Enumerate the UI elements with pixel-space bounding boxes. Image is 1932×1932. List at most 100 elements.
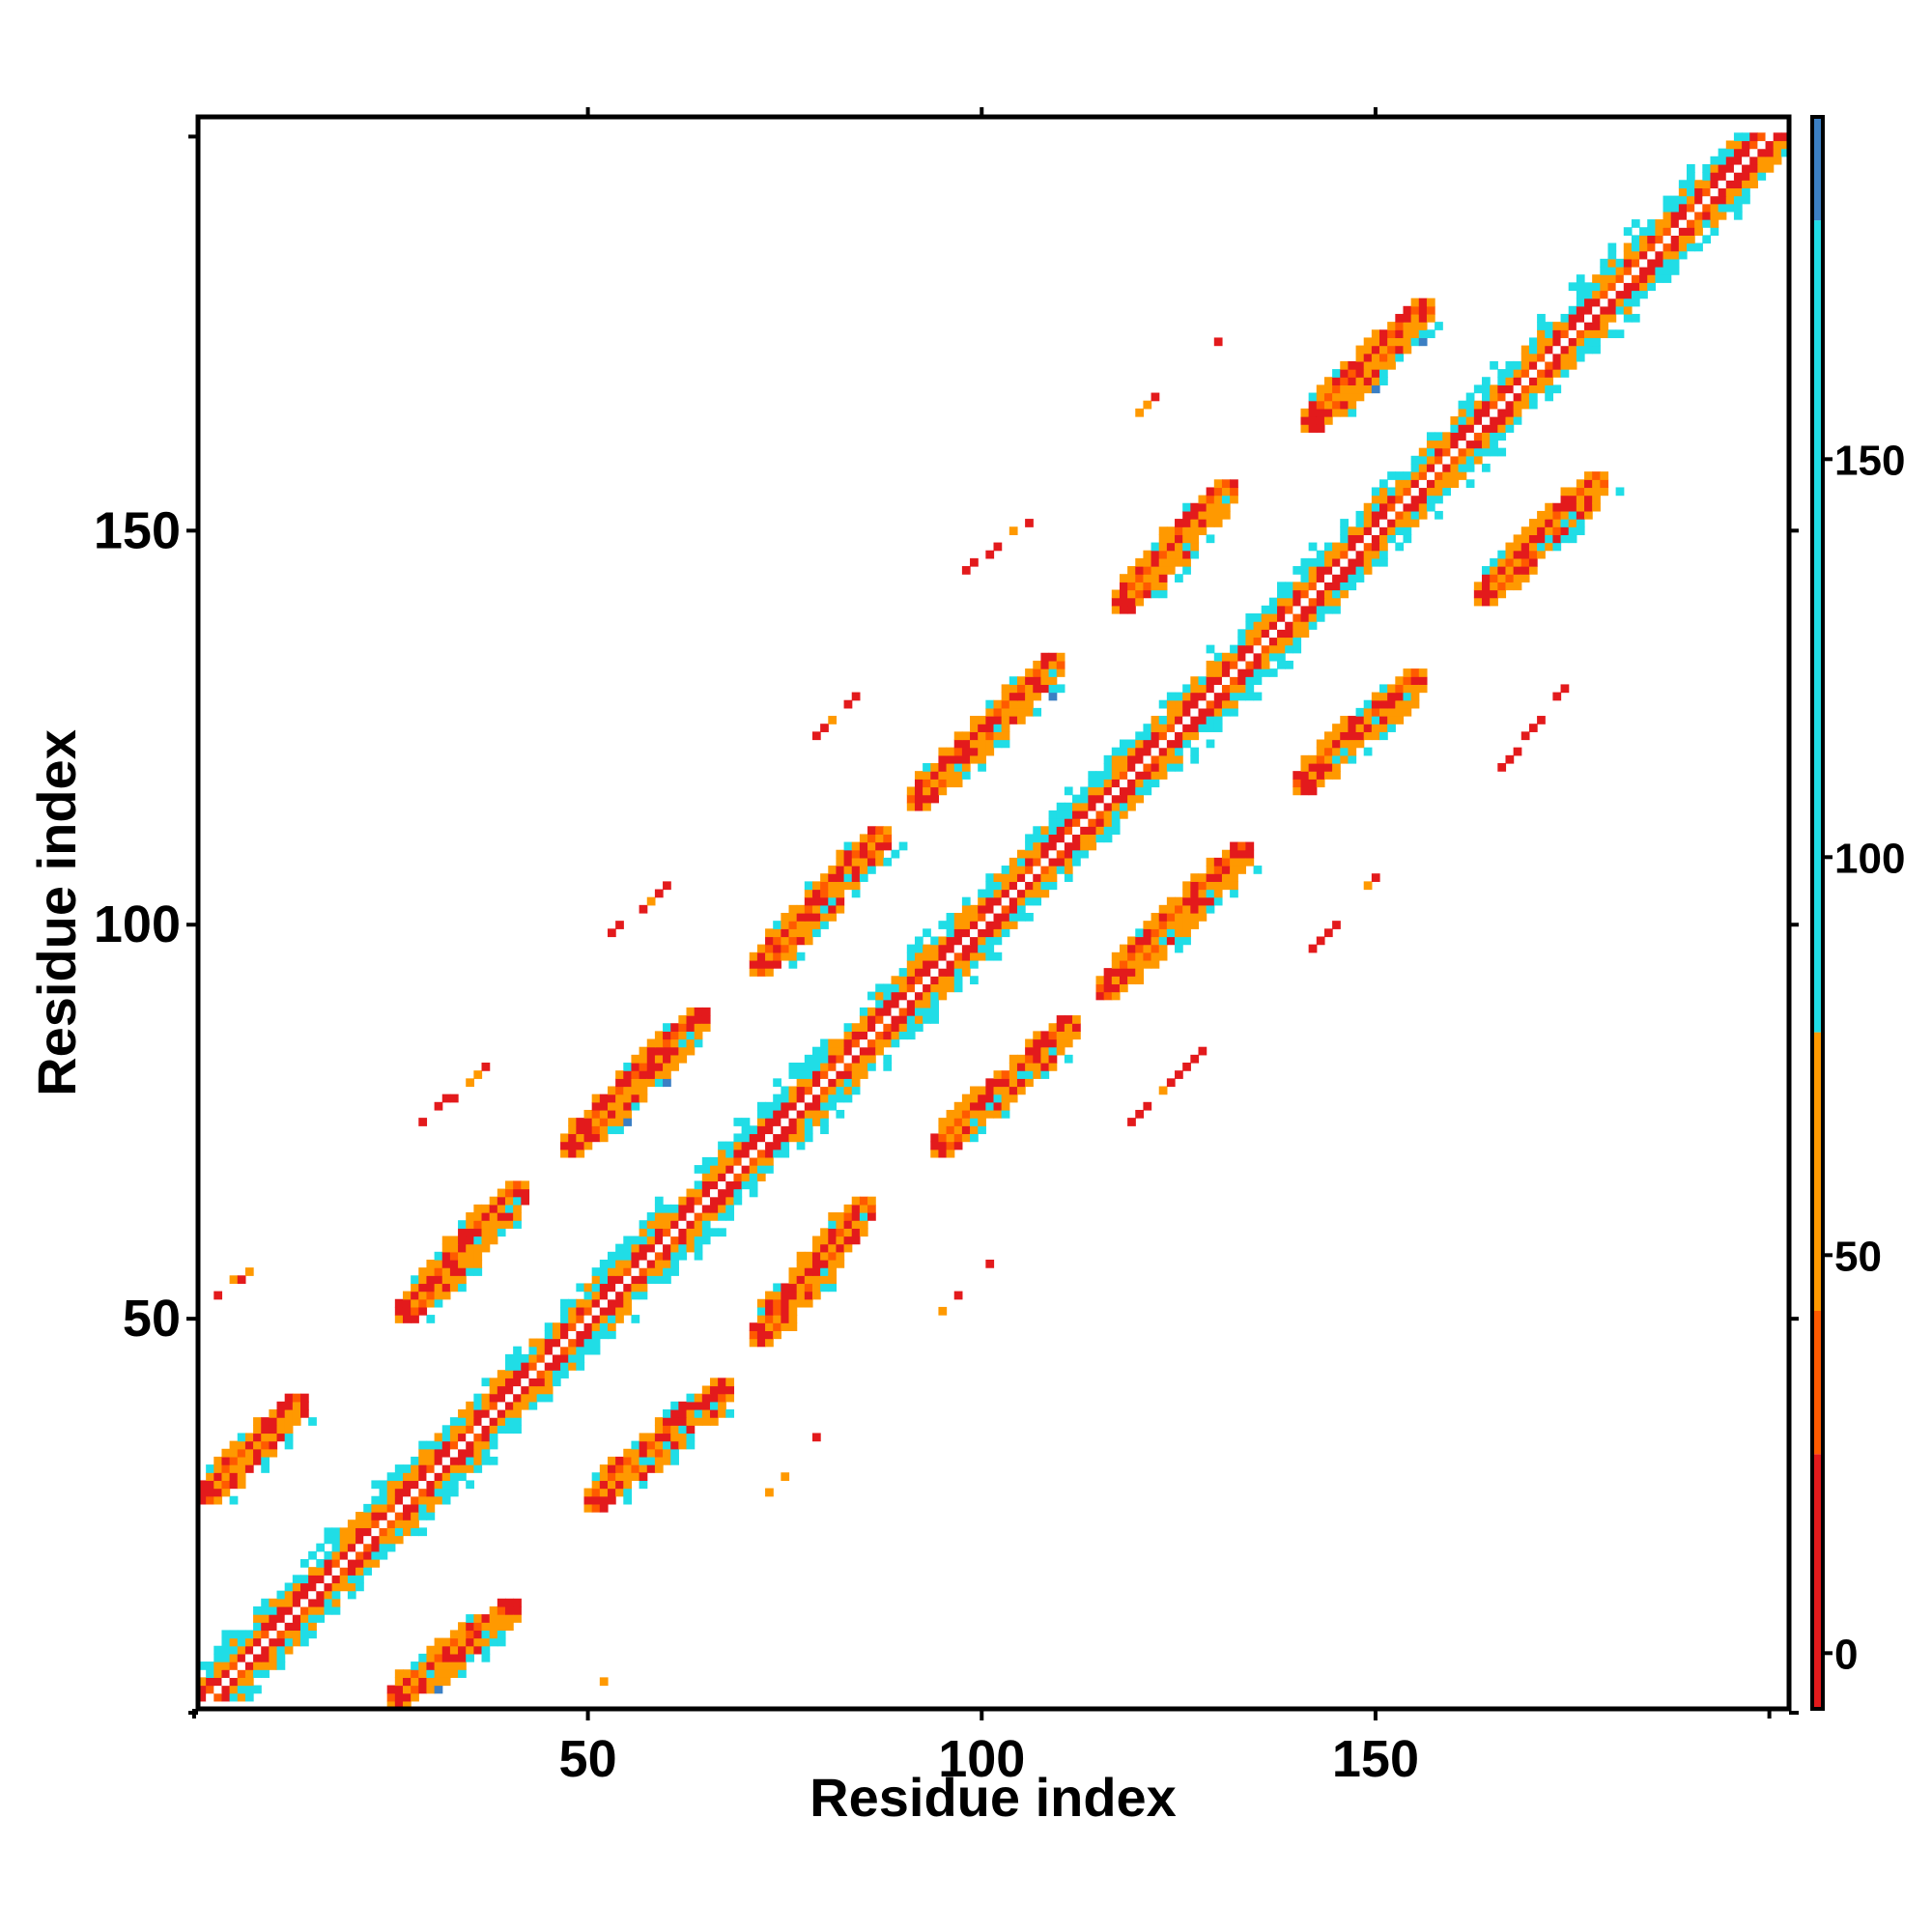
heatmap-cell [1749,156,1758,165]
heatmap-cell [1111,959,1121,969]
heatmap-cell [1285,660,1293,669]
heatmap-cell [1537,322,1546,330]
heatmap-cell [788,1070,798,1079]
heatmap-cell [269,1645,278,1655]
heatmap-cell [1710,163,1719,173]
heatmap-cell [953,983,963,993]
heatmap-cell [938,1306,948,1316]
heatmap-cell [639,1046,648,1056]
heatmap-cell [206,1662,214,1670]
heatmap-cell [300,1598,309,1607]
heatmap-cell [276,1425,286,1435]
heatmap-cell [1001,1109,1010,1119]
heatmap-cell [663,1038,671,1048]
heatmap-cell [970,724,979,732]
heatmap-cell [1757,163,1767,173]
heatmap-cell [481,1204,491,1213]
heatmap-cell [1403,345,1412,355]
heatmap-cell [599,1283,609,1293]
heatmap-cell [347,1535,356,1545]
heatmap-cell [1072,849,1081,859]
heatmap-cell [938,771,948,780]
heatmap-cell [1592,337,1601,347]
heatmap-cell [1355,526,1365,535]
heatmap-cell [1482,597,1491,607]
heatmap-cell [686,1433,696,1442]
heatmap-cell [363,1503,372,1513]
heatmap-cell [1230,652,1238,662]
heatmap-cell [686,1425,696,1435]
heatmap-cell [1426,495,1435,504]
heatmap-cell [859,1204,868,1213]
heatmap-cell [1725,156,1735,165]
heatmap-cell [1465,408,1475,417]
heatmap-cell [1678,195,1688,205]
heatmap-cell [1513,542,1522,552]
heatmap-cell [426,1662,436,1670]
heatmap-cell [1410,519,1420,527]
heatmap-cell [733,1141,743,1151]
heatmap-cell [765,1306,774,1316]
heatmap-cell [631,1275,640,1285]
heatmap-cell [1143,574,1152,582]
heatmap-cell [1127,936,1136,946]
heatmap-cell [820,1251,829,1261]
heatmap-cell [1143,944,1152,953]
heatmap-cell [1182,519,1191,527]
heatmap-cell [1773,148,1782,157]
heatmap-cell [1537,313,1546,323]
heatmap-cell [1765,163,1775,173]
heatmap-cell [1198,904,1208,914]
heatmap-cell [701,1408,711,1418]
heatmap-cell [434,1298,443,1308]
heatmap-cell [678,1401,688,1410]
heatmap-cell [639,1251,648,1261]
heatmap-cell [1300,574,1310,582]
heatmap-cell [1371,526,1380,535]
heatmap-cell [1545,384,1553,394]
heatmap-cell [394,1298,404,1308]
heatmap-cell [1268,605,1278,614]
heatmap-cell [1323,400,1333,410]
heatmap-cell [796,936,806,946]
heatmap-cell [1355,360,1365,370]
heatmap-cell [213,1645,223,1655]
heatmap-cell [489,1417,498,1426]
heatmap-cell [773,1101,781,1111]
heatmap-cell [411,1472,419,1482]
heatmap-cell [1395,495,1405,504]
heatmap-cell [1064,1015,1073,1024]
heatmap-cell [1088,834,1097,843]
heatmap-cell [1418,313,1428,323]
heatmap-cell [796,1078,806,1088]
heatmap-cell [1355,574,1365,582]
heatmap-cell [411,1315,419,1323]
heatmap-cell [1435,463,1443,472]
heatmap-cell [1143,1101,1152,1111]
heatmap-cell [1576,337,1585,347]
heatmap-cell [458,1456,467,1465]
heatmap-cell [1623,250,1633,260]
heatmap-cell [473,1243,483,1253]
heatmap-cell [804,1259,813,1268]
heatmap-cell [906,944,916,953]
heatmap-cell [1410,692,1420,701]
heatmap-cell [1348,582,1357,591]
heatmap-cell [229,1275,239,1285]
heatmap-cell [930,952,940,961]
heatmap-cell [1662,211,1672,220]
heatmap-cell [276,1614,286,1623]
heatmap-cell [1064,826,1073,836]
heatmap-cell [1513,534,1522,544]
heatmap-cell [694,1228,703,1237]
heatmap-cell [1001,904,1010,914]
heatmap-cell [859,857,868,867]
heatmap-cell [466,1425,474,1435]
heatmap-cell [1198,913,1208,922]
heatmap-cell [725,1378,735,1387]
heatmap-cell [1418,676,1428,686]
heatmap-cell [560,1353,569,1363]
heatmap-cell [1537,542,1546,552]
heatmap-cell [1111,605,1121,614]
